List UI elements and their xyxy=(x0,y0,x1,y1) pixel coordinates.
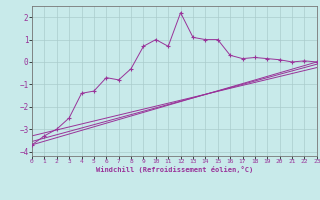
X-axis label: Windchill (Refroidissement éolien,°C): Windchill (Refroidissement éolien,°C) xyxy=(96,166,253,173)
